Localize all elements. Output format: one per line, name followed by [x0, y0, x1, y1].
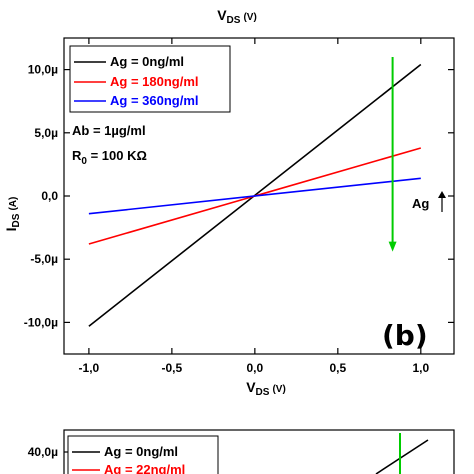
partial-series-black [375, 439, 429, 474]
series-group [88, 63, 422, 327]
ag-direction-arrow [388, 56, 397, 252]
legend-entry-0: Ag = 0ng/ml [110, 54, 184, 69]
legend-entry-1: Ag = 180ng/ml [110, 74, 199, 89]
y-tick-label-0: 10,0µ [28, 63, 58, 77]
ag-arrowhead-icon [388, 241, 397, 252]
partial-plot-frame [63, 429, 455, 474]
y-tick-label-1: 5,0µ [34, 126, 58, 140]
legend: Ag = 0ng/ml Ag = 180ng/ml Ag = 360ng/ml [69, 45, 231, 113]
y-tick-label-4: -10,0µ [24, 315, 58, 329]
top-axis-label: VDS (V) [217, 7, 257, 26]
x-tick-label-0: -1,0 [79, 361, 100, 375]
partial-y-tick-label: 40,0µ [28, 445, 58, 459]
x-tick-label-2: 0,0 [247, 361, 264, 375]
y-tick-label-3: -5,0µ [30, 252, 58, 266]
ab-annotation: Ab = 1µg/ml [72, 123, 146, 138]
ag-arrow-label: Ag [412, 196, 429, 211]
partial-legend-entry-1: Ag = 22ng/ml [104, 462, 185, 474]
ag-up-arrowhead-icon [438, 191, 446, 198]
x-tick-label-4: 1,0 [412, 361, 429, 375]
x-tick-label-3: 0,5 [329, 361, 346, 375]
partial-legend-entry-0: Ag = 0ng/ml [104, 444, 178, 459]
x-axis-label: VDS (V) [246, 379, 286, 398]
chart-panel-b: Ag = 0ng/ml Ag = 180ng/ml Ag = 360ng/ml … [3, 37, 455, 398]
axis-ticks: -1,0 -0,5 0,0 0,5 1,0 10,0µ 5,0µ 0,0 -5,0µ -10,0µ [24, 38, 454, 375]
partial-legend-box [67, 435, 219, 474]
panel-label: (b) [382, 319, 428, 352]
series-line-2 [88, 177, 421, 215]
r0-annotation: R0 = 100 KΩ [72, 148, 147, 167]
x-tick-label-1: -0,5 [162, 361, 183, 375]
y-tick-label-2: 0,0 [41, 189, 58, 203]
legend-entry-2: Ag = 360ng/ml [110, 93, 199, 108]
y-axis-label: IDS(A) [3, 197, 22, 232]
chart-panel-partial: 40,0µ Ag = 0ng/ml Ag = 22ng/ml [28, 429, 455, 474]
